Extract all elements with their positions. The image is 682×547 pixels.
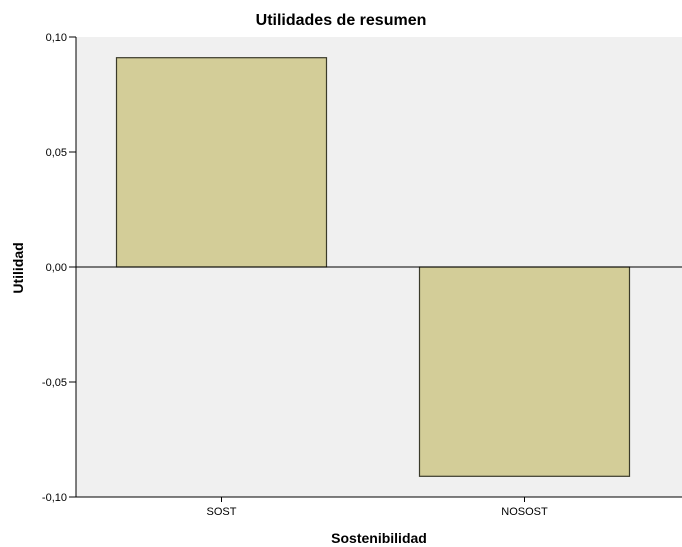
- bar-nosost: [418, 266, 631, 477]
- y-tick-label: -0,10: [42, 492, 67, 504]
- axes-group: SOST NOSOST 0,10 0,05 0,00 -0,05 -0,10: [42, 32, 682, 518]
- bars-group: [115, 57, 631, 477]
- x-tick-label: SOST: [207, 506, 237, 518]
- x-axis-label: Sostenibilidad: [331, 530, 427, 546]
- y-tick-label: -0,05: [42, 377, 67, 389]
- y-tick-label: 0,00: [46, 262, 67, 274]
- chart-title: Utilidades de resumen: [255, 12, 427, 29]
- x-tick-label: NOSOST: [501, 506, 548, 518]
- bar-sost: [115, 57, 328, 268]
- y-tick-label: 0,05: [46, 147, 67, 159]
- y-tick-label: 0,10: [46, 32, 67, 44]
